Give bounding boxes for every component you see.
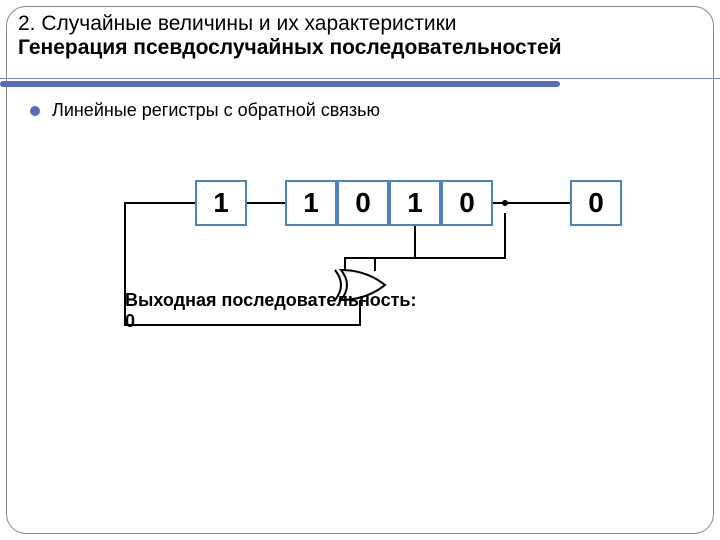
bullet-dot-icon bbox=[30, 106, 40, 116]
register-cell-1: 0 bbox=[337, 180, 389, 226]
input-cell: 1 bbox=[195, 180, 247, 226]
title-underline bbox=[0, 78, 720, 86]
output-sequence-value: 0 bbox=[125, 311, 135, 331]
lfsr-diagram: 110100 bbox=[30, 170, 670, 390]
wire-tap-cell3-down bbox=[375, 226, 415, 271]
bullet-item: Линейные регистры с обратной связью bbox=[30, 100, 690, 121]
bullet-text: Линейные регистры с обратной связью bbox=[52, 100, 380, 121]
register-cell-3: 0 bbox=[441, 180, 493, 226]
register-cell-0: 1 bbox=[285, 180, 337, 226]
output-sequence-label: Выходная последовательность: bbox=[125, 290, 416, 310]
output-cell: 0 bbox=[570, 180, 622, 226]
wire-junction-dot bbox=[502, 200, 508, 206]
output-sequence-block: Выходная последовательность: 0 bbox=[125, 290, 416, 332]
register-cell-2: 1 bbox=[389, 180, 441, 226]
slide-content: Линейные регистры с обратной связью 1101… bbox=[30, 100, 690, 121]
